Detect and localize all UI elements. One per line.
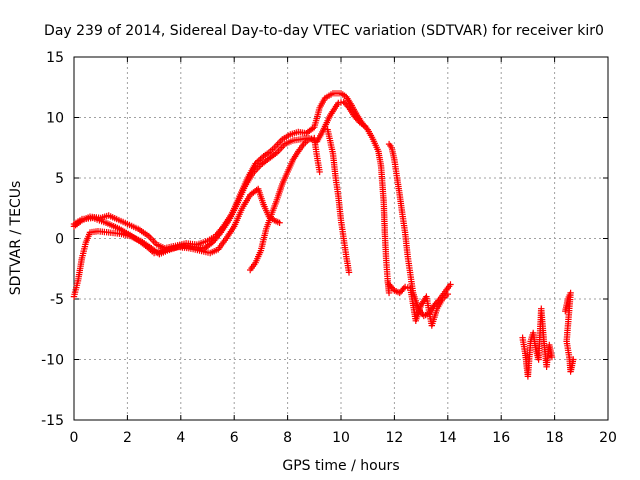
grid-lines	[74, 57, 608, 420]
y-axis-label: SDTVAR / TECUs	[8, 181, 24, 296]
y-tick-label: -10	[41, 353, 64, 369]
y-tick-label: -15	[41, 413, 64, 429]
x-tick-labels: 0 2 4 6 8 10 12 14 16 18 20	[70, 430, 617, 446]
x-tick-label: 4	[176, 430, 185, 446]
x-tick-label: 2	[123, 430, 132, 446]
data-point-marker	[276, 219, 283, 226]
y-tick-labels: 15 10 5 0 -5 -10 -15	[41, 50, 64, 429]
data-point-marker	[444, 290, 451, 298]
x-tick-label: 6	[230, 430, 239, 446]
y-tick-label: 5	[55, 171, 64, 187]
x-tick-label: 0	[70, 430, 79, 446]
x-axis-label: GPS time / hours	[282, 458, 399, 474]
data-point-marker	[400, 285, 407, 292]
x-tick-label: 14	[439, 430, 457, 446]
y-tick-label: -5	[50, 292, 64, 308]
y-tick-label: 0	[55, 232, 64, 248]
data-series	[70, 90, 577, 380]
x-tick-label: 10	[332, 430, 350, 446]
series-track-1	[70, 90, 393, 297]
data-point-marker	[548, 353, 556, 361]
x-tick-label: 12	[385, 430, 403, 446]
axis-ticks	[73, 56, 609, 421]
x-tick-label: 18	[546, 430, 564, 446]
data-point-marker	[316, 168, 323, 176]
data-point-marker	[345, 269, 353, 276]
x-tick-label: 16	[492, 430, 510, 446]
series-track-7	[385, 281, 451, 329]
series-track-9	[562, 289, 577, 375]
chart-title: Day 239 of 2014, Sidereal Day-to-day VTE…	[44, 23, 604, 39]
data-point-marker	[361, 122, 369, 130]
series-track-5	[324, 126, 353, 276]
x-tick-label: 20	[599, 430, 617, 446]
data-point-marker	[385, 289, 393, 297]
series-track-3	[70, 185, 283, 300]
series-track-8	[519, 305, 556, 380]
x-tick-label: 8	[283, 430, 292, 446]
y-tick-label: 10	[46, 111, 64, 127]
data-point-marker	[570, 356, 577, 363]
data-point-marker	[447, 281, 454, 288]
series-track-4	[247, 134, 323, 274]
y-tick-label: 15	[46, 50, 64, 66]
